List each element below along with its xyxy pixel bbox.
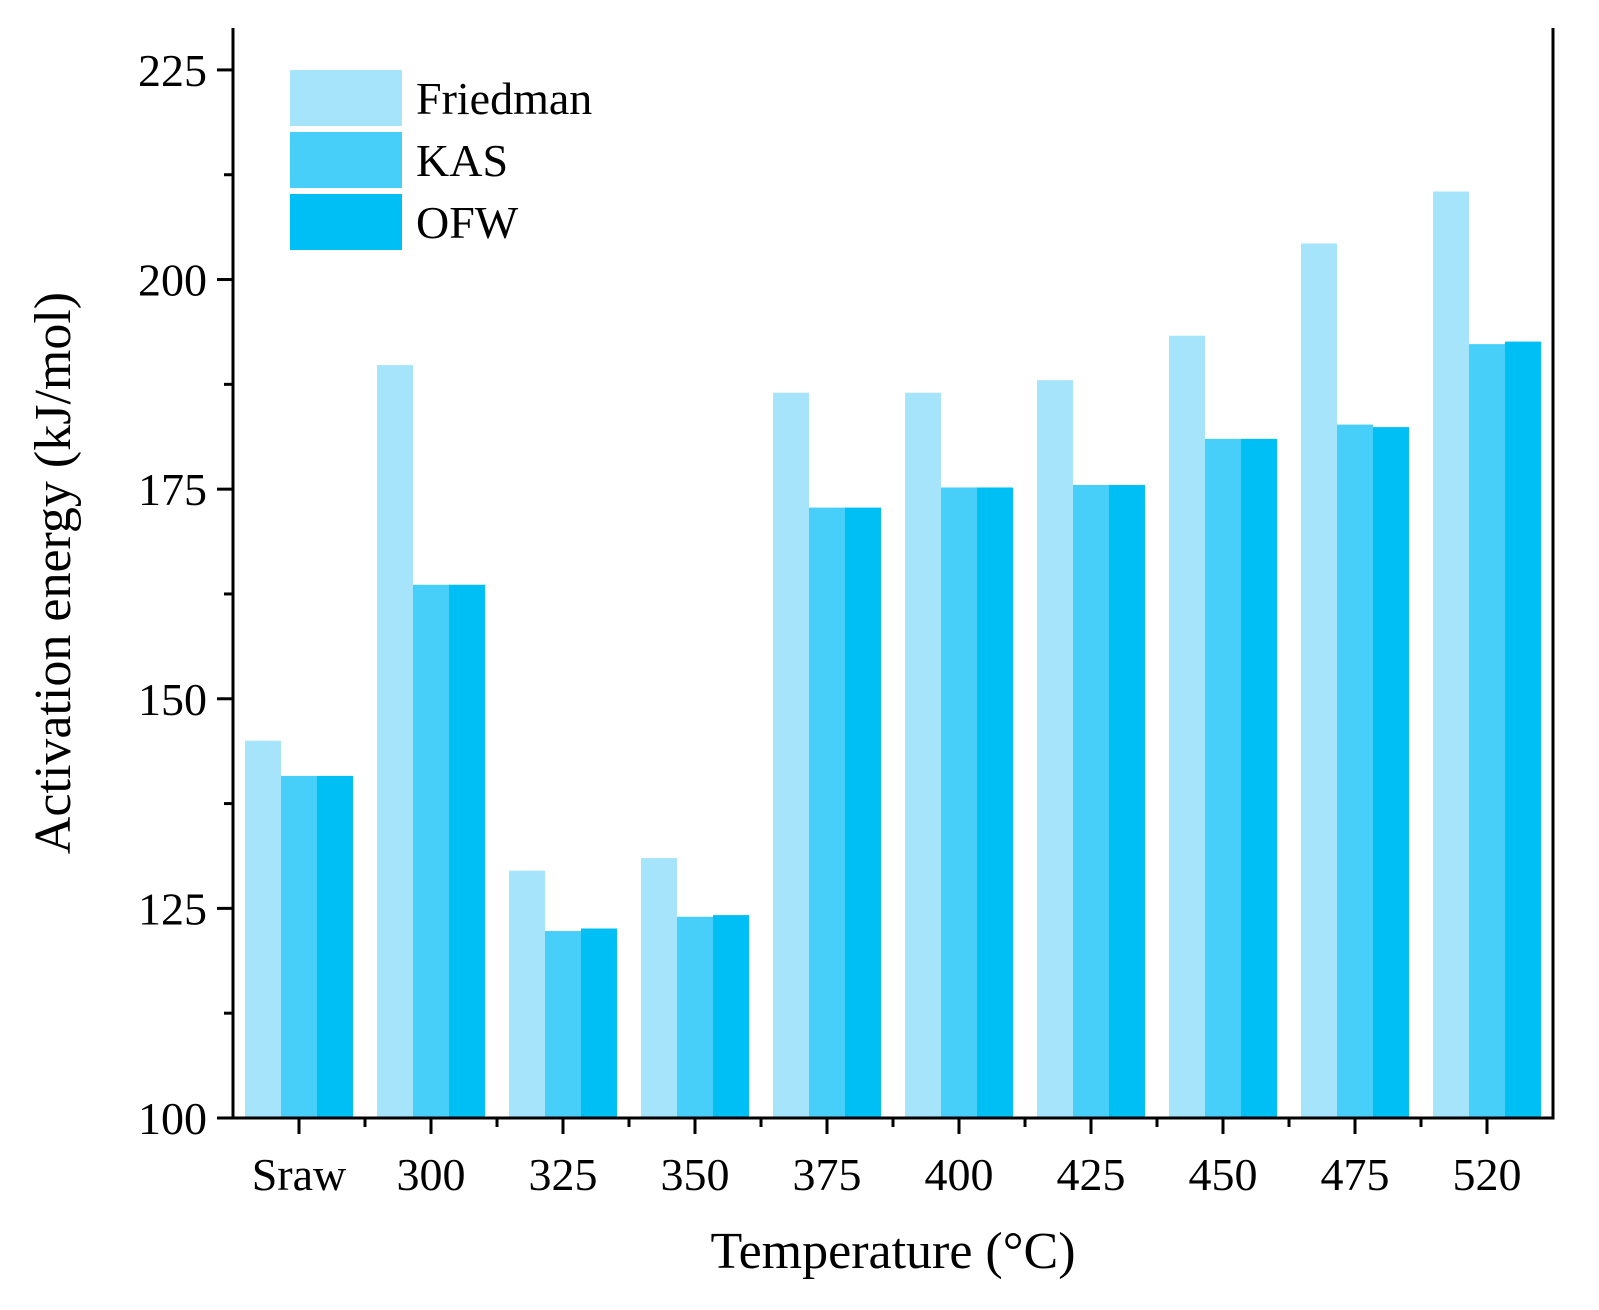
y-axis-title: Activation energy (kJ/mol) bbox=[25, 292, 82, 854]
bar-kas-325 bbox=[545, 931, 581, 1118]
bar-friedman-325 bbox=[509, 870, 545, 1118]
bar-friedman-400 bbox=[905, 392, 941, 1118]
legend-swatch-ofw bbox=[290, 194, 402, 250]
x-axis-title: Temperature (°C) bbox=[710, 1223, 1075, 1280]
bar-ofw-350 bbox=[713, 915, 749, 1118]
bar-ofw-400 bbox=[977, 487, 1013, 1118]
bar-friedman-450 bbox=[1169, 335, 1205, 1118]
bar-ofw-450 bbox=[1241, 438, 1277, 1118]
bar-kas-450 bbox=[1205, 438, 1241, 1118]
bar-ofw-425 bbox=[1109, 484, 1145, 1118]
y-tick-label-150: 150 bbox=[138, 674, 207, 725]
bar-friedman-475 bbox=[1301, 243, 1337, 1118]
y-tick-label-100: 100 bbox=[138, 1093, 207, 1144]
bars-layer bbox=[245, 191, 1541, 1119]
y-tick-label-175: 175 bbox=[138, 464, 207, 515]
x-tick-label-475: 475 bbox=[1321, 1149, 1390, 1200]
bar-friedman-350 bbox=[641, 858, 677, 1118]
bar-kas-520 bbox=[1469, 344, 1505, 1119]
bar-ofw-520 bbox=[1505, 341, 1541, 1119]
x-tick-label-350: 350 bbox=[661, 1149, 730, 1200]
bar-kas-350 bbox=[677, 916, 713, 1118]
bar-friedman-sraw bbox=[245, 740, 281, 1118]
bar-kas-400 bbox=[941, 487, 977, 1118]
tick-labels-layer: Sraw 300 325 350 375 400 425 450 475 520 100 125 150… bbox=[138, 45, 1522, 1200]
bar-kas-300 bbox=[413, 584, 449, 1118]
bar-kas-375 bbox=[809, 507, 845, 1119]
legend-swatch-friedman bbox=[290, 70, 402, 126]
bar-friedman-425 bbox=[1037, 380, 1073, 1119]
x-tick-label-400: 400 bbox=[925, 1149, 994, 1200]
bar-ofw-sraw bbox=[317, 775, 353, 1118]
bar-friedman-300 bbox=[377, 365, 413, 1118]
legend: Friedman KAS OFW bbox=[290, 70, 592, 250]
bar-friedman-520 bbox=[1433, 191, 1469, 1118]
bar-ofw-375 bbox=[845, 507, 881, 1119]
legend-label-friedman: Friedman bbox=[416, 73, 592, 124]
x-tick-label-450: 450 bbox=[1189, 1149, 1258, 1200]
x-tick-label-425: 425 bbox=[1057, 1149, 1126, 1200]
x-tick-label-375: 375 bbox=[793, 1149, 862, 1200]
bar-friedman-375 bbox=[773, 392, 809, 1118]
legend-label-kas: KAS bbox=[416, 135, 508, 186]
bar-ofw-300 bbox=[449, 584, 485, 1118]
legend-swatch-kas bbox=[290, 132, 402, 188]
ticks-layer bbox=[217, 68, 1489, 1134]
y-tick-label-225: 225 bbox=[138, 45, 207, 96]
x-tick-label-sraw: Sraw bbox=[252, 1149, 347, 1200]
bar-kas-475 bbox=[1337, 424, 1373, 1119]
bar-kas-425 bbox=[1073, 484, 1109, 1118]
bar-kas-sraw bbox=[281, 775, 317, 1118]
x-tick-label-300: 300 bbox=[397, 1149, 466, 1200]
bar-ofw-475 bbox=[1373, 427, 1409, 1119]
y-tick-label-200: 200 bbox=[138, 255, 207, 306]
y-tick-label-125: 125 bbox=[138, 883, 207, 934]
legend-label-ofw: OFW bbox=[416, 197, 519, 248]
x-tick-label-325: 325 bbox=[529, 1149, 598, 1200]
x-tick-label-520: 520 bbox=[1453, 1149, 1522, 1200]
bar-ofw-325 bbox=[581, 928, 617, 1118]
